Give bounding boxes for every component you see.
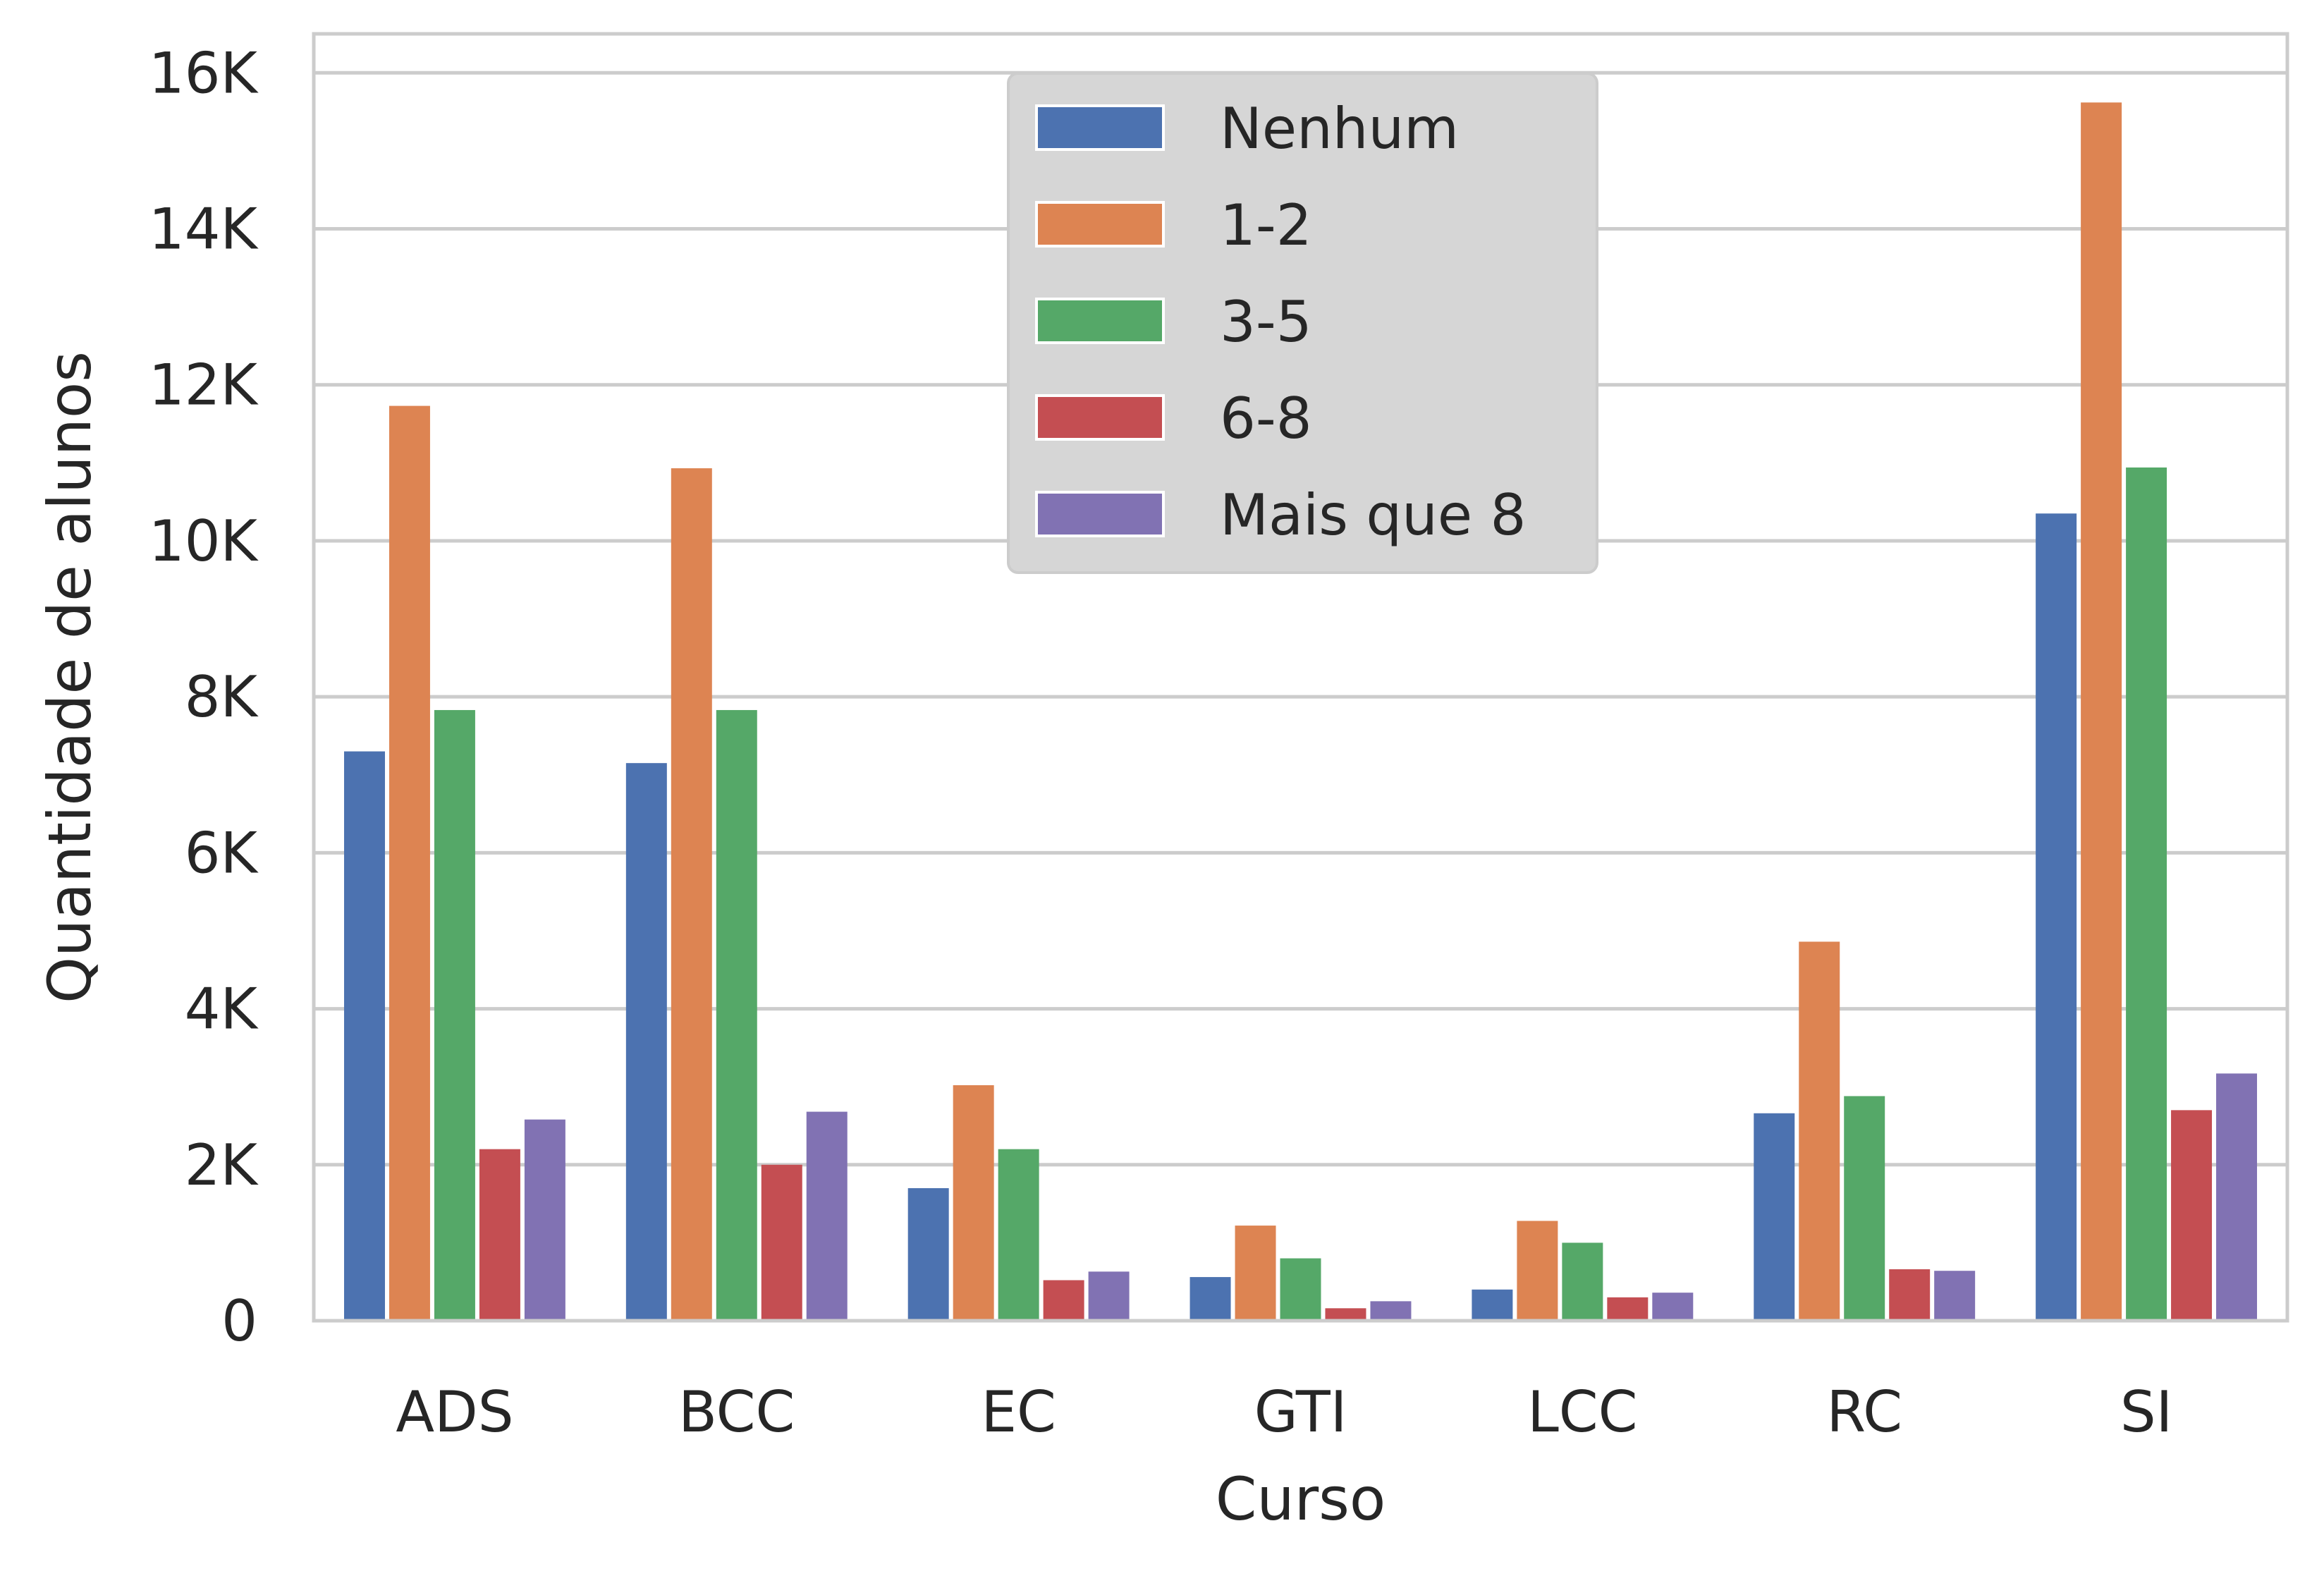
- bar-6-8-ads: [479, 1149, 520, 1321]
- legend-box: [1007, 72, 1598, 574]
- bar-1-2-ads: [389, 405, 430, 1321]
- bar-mais-que-8-bcc: [806, 1111, 848, 1321]
- bar-1-2-ec: [953, 1085, 994, 1321]
- bar-1-2-si: [2081, 102, 2122, 1321]
- bar-mais-que-8-rc: [1934, 1271, 1976, 1321]
- bar-mais-que-8-si: [2216, 1073, 2258, 1321]
- x-axis-label: Curso: [1216, 1465, 1386, 1534]
- bar-3-5-gti: [1280, 1258, 1321, 1321]
- legend-swatch: [1035, 298, 1165, 344]
- legend-swatch: [1035, 201, 1165, 248]
- legend-swatch: [1035, 394, 1165, 441]
- legend-swatch: [1035, 104, 1165, 151]
- legend: Nenhum 1-2 3-5 6-8 Mais que 8: [1007, 72, 1598, 574]
- y-tick-label: 16K: [149, 40, 259, 106]
- bar-3-5-rc: [1844, 1096, 1885, 1321]
- bar-nenhum-ec: [907, 1187, 949, 1321]
- bar-3-5-bcc: [716, 709, 757, 1321]
- x-tick-label: BCC: [678, 1379, 795, 1445]
- legend-swatch: [1035, 491, 1165, 537]
- bar-nenhum-bcc: [625, 763, 667, 1321]
- bars-group: [343, 102, 2258, 1321]
- bar-1-2-gti: [1235, 1226, 1276, 1321]
- bar-1-2-rc: [1799, 941, 1840, 1321]
- x-tick-label: ADS: [396, 1379, 513, 1445]
- legend-label: Mais que 8: [1220, 482, 1526, 548]
- bar-6-8-ec: [1043, 1280, 1084, 1321]
- y-axis-ticks: 0 2K 4K 6K 8K 10K 12K 14K 16K: [149, 40, 259, 1354]
- bar-6-8-bcc: [761, 1164, 802, 1321]
- bar-nenhum-ads: [343, 751, 385, 1321]
- x-tick-label: EC: [981, 1379, 1056, 1445]
- x-tick-label: GTI: [1254, 1379, 1347, 1445]
- bar-mais-que-8-gti: [1370, 1301, 1412, 1321]
- bar-6-8-gti: [1325, 1308, 1366, 1321]
- x-axis-ticks: ADS BCC EC GTI LCC RC SI: [396, 1379, 2172, 1445]
- bar-mais-que-8-lcc: [1652, 1293, 1694, 1321]
- x-tick-label: RC: [1826, 1379, 1902, 1445]
- x-tick-label: SI: [2120, 1379, 2172, 1445]
- y-tick-label: 14K: [149, 197, 259, 262]
- bar-6-8-si: [2171, 1110, 2213, 1321]
- y-tick-label: 4K: [185, 977, 259, 1042]
- bar-3-5-ec: [998, 1149, 1039, 1321]
- bar-3-5-si: [2126, 467, 2167, 1321]
- bar-mais-que-8-ads: [524, 1119, 565, 1321]
- bar-1-2-lcc: [1517, 1221, 1558, 1321]
- bar-mais-que-8-ec: [1088, 1271, 1130, 1321]
- bar-3-5-ads: [434, 709, 475, 1321]
- y-tick-label: 0: [221, 1288, 257, 1354]
- bar-nenhum-rc: [1754, 1113, 1795, 1321]
- legend-label: 3-5: [1220, 289, 1312, 355]
- bar-nenhum-lcc: [1472, 1289, 1513, 1321]
- legend-label: 6-8: [1220, 386, 1312, 451]
- bar-3-5-lcc: [1562, 1242, 1603, 1321]
- bar-nenhum-si: [2036, 513, 2077, 1321]
- bar-6-8-rc: [1889, 1269, 1931, 1321]
- x-tick-label: LCC: [1527, 1379, 1637, 1445]
- y-axis-label: Quantidade de alunos: [35, 351, 104, 1003]
- y-tick-label: 6K: [185, 820, 259, 886]
- legend-label: 1-2: [1220, 193, 1312, 258]
- y-tick-label: 2K: [185, 1132, 259, 1198]
- y-tick-label: 12K: [149, 353, 259, 418]
- bar-6-8-lcc: [1607, 1297, 1649, 1321]
- y-tick-label: 10K: [149, 508, 259, 574]
- y-tick-label: 8K: [185, 664, 259, 730]
- legend-label: Nenhum: [1220, 96, 1459, 161]
- bar-nenhum-gti: [1189, 1277, 1231, 1321]
- plot-frame: [312, 32, 2289, 1323]
- bar-1-2-bcc: [671, 468, 712, 1321]
